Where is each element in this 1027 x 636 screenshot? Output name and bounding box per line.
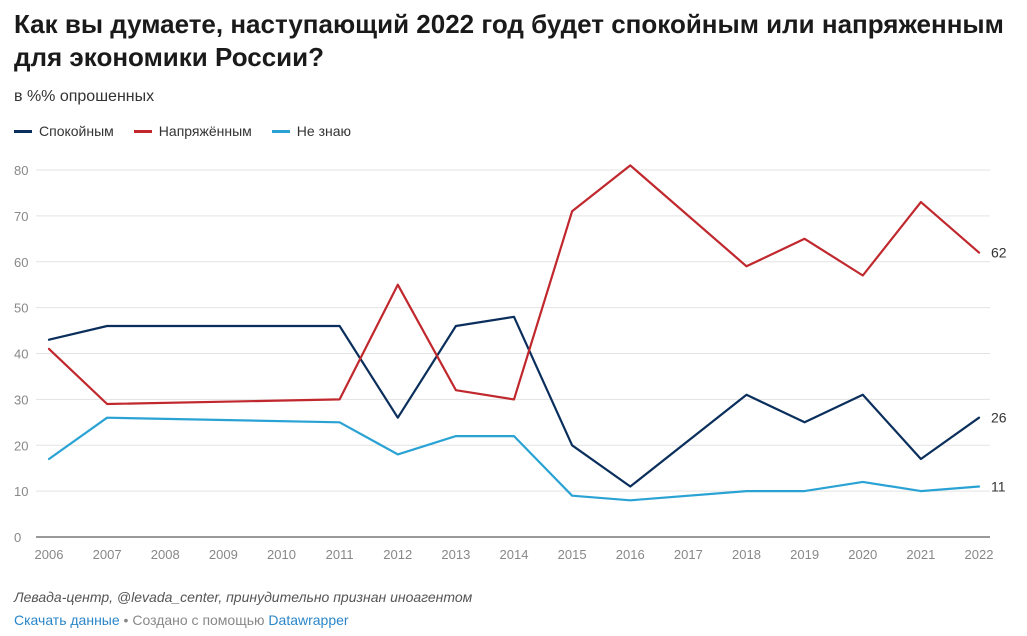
- legend-label-calm: Спокойным: [39, 123, 114, 139]
- x-tick-label: 2011: [326, 547, 354, 562]
- chart-title: Как вы думаете, наступающий 2022 год буд…: [14, 9, 1004, 72]
- x-tick-label: 2015: [558, 547, 587, 562]
- legend-label-dont-know: Не знаю: [296, 123, 352, 139]
- legend: Спокойным Напряжённым Не знаю: [14, 123, 351, 139]
- legend-swatch-tense: [133, 129, 152, 133]
- y-tick-label: 10: [14, 484, 28, 499]
- x-tick-label: 2013: [441, 547, 470, 562]
- download-data-link[interactable]: Скачать данные: [14, 612, 120, 628]
- series-end-label: 62: [991, 245, 1007, 261]
- y-tick-label: 60: [14, 255, 28, 270]
- series-line-2: [47, 416, 981, 502]
- y-tick-label: 70: [14, 209, 28, 224]
- series-line-0: [47, 315, 981, 488]
- x-tick-label: 2017: [674, 547, 703, 562]
- x-tick-label: 2012: [383, 547, 412, 562]
- y-tick-label: 20: [14, 438, 28, 453]
- x-tick-label: 2019: [790, 547, 819, 562]
- series-end-label: 11: [991, 479, 1006, 495]
- y-tick-label: 80: [14, 163, 28, 178]
- x-tick-label: 2007: [93, 547, 122, 562]
- legend-swatch-calm: [14, 129, 32, 133]
- x-tick-label: 2021: [906, 547, 935, 562]
- y-tick-label: 30: [14, 392, 28, 407]
- y-tick-label: 0: [14, 530, 21, 545]
- x-tick-label: 2014: [500, 547, 529, 562]
- source-note: Левада-центр, @levada_center, принудител…: [14, 589, 473, 605]
- x-tick-label: 2020: [848, 547, 877, 562]
- legend-label-tense: Напряжённым: [158, 123, 252, 139]
- x-tick-label: 2008: [151, 547, 180, 562]
- series-line-1: [47, 164, 981, 406]
- datawrapper-link[interactable]: Datawrapper: [268, 612, 349, 628]
- series-end-label: 26: [991, 410, 1007, 426]
- chart-subtitle: в %% опрошенных: [14, 88, 155, 105]
- x-tick-label: 2010: [267, 547, 296, 562]
- footer: Скачать данные • Создано с помощью Dataw…: [14, 612, 349, 628]
- legend-item-dont-know: Не знаю: [271, 123, 352, 139]
- x-tick-label: 2009: [209, 547, 238, 562]
- footer-separator: • Создано с помощью: [119, 612, 269, 628]
- legend-item-calm: Спокойным: [14, 123, 114, 139]
- legend-item-tense: Напряжённым: [133, 123, 252, 139]
- x-tick-label: 2016: [616, 547, 645, 562]
- x-tick-label: 2006: [35, 547, 64, 562]
- x-tick-label: 2018: [732, 547, 761, 562]
- x-tick-label: 2022: [965, 547, 994, 562]
- y-tick-label: 40: [14, 347, 28, 362]
- legend-swatch-dont-know: [271, 129, 290, 133]
- y-tick-label: 50: [14, 301, 28, 316]
